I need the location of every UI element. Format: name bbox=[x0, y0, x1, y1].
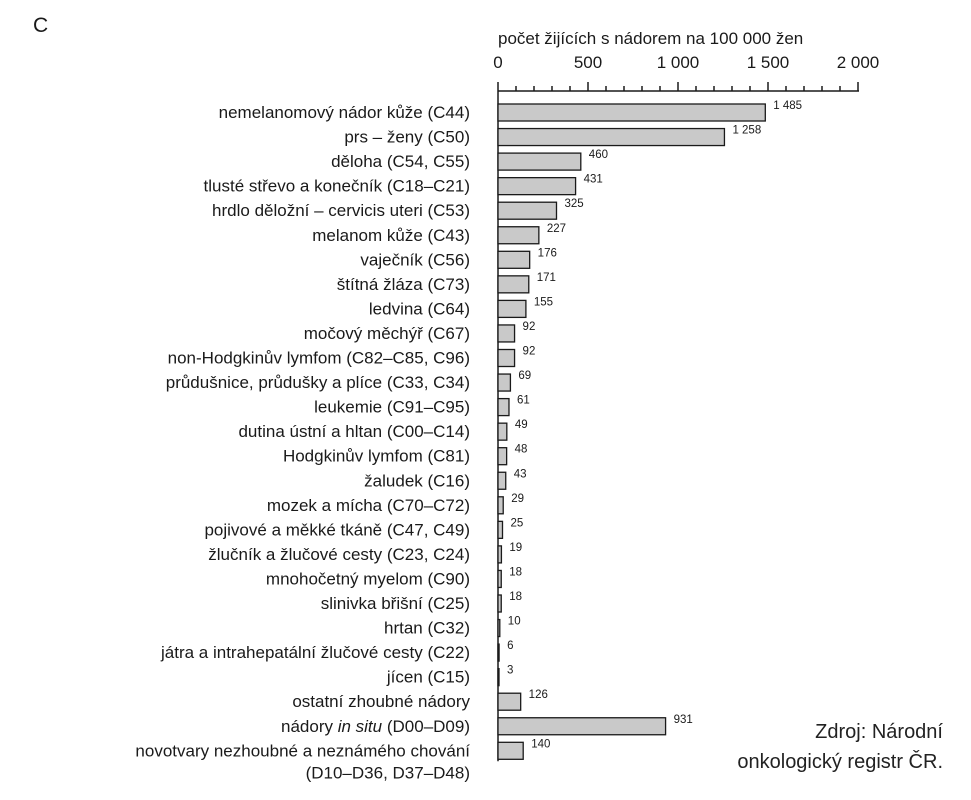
bar bbox=[497, 422, 508, 441]
bar bbox=[497, 692, 522, 711]
bar bbox=[497, 127, 726, 147]
bar bbox=[497, 324, 516, 343]
category-label: nemelanomový nádor kůže (C44) bbox=[219, 103, 470, 122]
bar bbox=[497, 668, 500, 687]
data-label: 48 bbox=[515, 444, 528, 456]
data-label: 43 bbox=[514, 468, 527, 480]
category-label: nádory in situ (D00–D09) bbox=[281, 717, 470, 736]
bar bbox=[497, 471, 507, 490]
source-line-1: Zdroj: Národní bbox=[815, 721, 943, 743]
category-label: mnohočetný myelom (C90) bbox=[266, 569, 470, 588]
data-label: 227 bbox=[547, 223, 566, 235]
data-label: 140 bbox=[531, 738, 550, 750]
category-label: prs – ženy (C50) bbox=[344, 128, 470, 147]
category-label: žaludek (C16) bbox=[364, 471, 470, 490]
data-label: 61 bbox=[517, 395, 530, 407]
category-label: hrdlo děložní – cervicis uteri (C53) bbox=[212, 201, 470, 220]
category-label: leukemie (C91–C95) bbox=[314, 398, 470, 417]
data-label: 171 bbox=[537, 272, 556, 284]
x-axis-title: počet žijících s nádorem na 100 000 žen bbox=[498, 29, 803, 48]
category-label: jícen (C15) bbox=[386, 668, 470, 687]
category-label: průdušnice, průdušky a plíce (C33, C34) bbox=[166, 373, 470, 392]
data-label: 10 bbox=[508, 616, 521, 628]
x-tick-label: 1 000 bbox=[657, 53, 700, 72]
category-label: mozek a mícha (C70–C72) bbox=[267, 496, 470, 515]
source-note: Zdroj: Národní onkologický registr ČR. bbox=[643, 717, 943, 777]
data-label: 19 bbox=[509, 542, 522, 554]
data-label: 69 bbox=[518, 370, 531, 382]
data-label: 49 bbox=[515, 419, 528, 431]
data-label: 3 bbox=[507, 665, 513, 677]
category-label: štítná žláza (C73) bbox=[337, 275, 470, 294]
source-line-2: onkologický registr ČR. bbox=[737, 751, 943, 773]
category-label: novotvary nezhoubné a neznámého chování bbox=[135, 741, 470, 760]
data-label: 931 bbox=[674, 714, 693, 726]
data-label: 18 bbox=[509, 591, 522, 603]
bar bbox=[497, 299, 527, 319]
category-label: žlučník a žlučové cesty (C23, C24) bbox=[208, 545, 470, 564]
category-label: ostatní zhoubné nádory bbox=[292, 692, 470, 711]
bar bbox=[497, 618, 501, 638]
bar bbox=[497, 226, 540, 245]
panel-letter: C bbox=[33, 14, 49, 37]
category-label: slinivka břišní (C25) bbox=[321, 594, 470, 613]
category-label: (D10–D36, D37–D48) bbox=[306, 763, 470, 782]
category-label: děloha (C54, C55) bbox=[331, 152, 470, 171]
bar bbox=[497, 275, 530, 294]
bar bbox=[497, 496, 504, 515]
bar bbox=[497, 152, 582, 171]
category-label: dutina ústní a hltan (C00–C14) bbox=[238, 422, 470, 441]
data-label: 460 bbox=[589, 149, 608, 161]
bar bbox=[497, 569, 502, 589]
category-label: hrtan (C32) bbox=[384, 619, 470, 638]
bar bbox=[497, 545, 503, 564]
data-label: 325 bbox=[565, 198, 584, 210]
bar bbox=[497, 717, 667, 736]
bar bbox=[497, 643, 500, 662]
category-label: játra a intrahepatální žlučové cesty (C2… bbox=[160, 643, 470, 662]
data-label: 92 bbox=[523, 321, 536, 333]
data-label: 1 258 bbox=[732, 125, 761, 137]
bar bbox=[497, 348, 516, 368]
category-label: tlusté střevo a konečník (C18–C21) bbox=[204, 177, 470, 196]
category-label: Hodgkinův lymfom (C81) bbox=[283, 447, 470, 466]
data-label: 1 485 bbox=[773, 100, 802, 112]
bar bbox=[497, 594, 502, 613]
bar bbox=[497, 250, 531, 269]
category-label: vaječník (C56) bbox=[360, 250, 470, 269]
data-label: 6 bbox=[507, 640, 513, 652]
x-axis: 0 500 1 000 1 500 2 000 bbox=[493, 53, 880, 762]
bar bbox=[497, 176, 577, 196]
category-label: ledvina (C64) bbox=[369, 299, 470, 318]
data-label: 25 bbox=[511, 517, 524, 529]
bar bbox=[497, 397, 510, 417]
bar bbox=[497, 447, 508, 466]
x-tick-label: 500 bbox=[574, 53, 602, 72]
data-label: 431 bbox=[584, 174, 603, 186]
category-label: močový měchýř (C67) bbox=[304, 324, 470, 343]
bar bbox=[497, 741, 524, 760]
data-label: 92 bbox=[523, 346, 536, 358]
category-label: non-Hodgkinův lymfom (C82–C85, C96) bbox=[168, 349, 470, 368]
bar bbox=[497, 373, 512, 392]
category-label: pojivové a měkké tkáně (C47, C49) bbox=[204, 520, 470, 539]
category-label: melanom kůže (C43) bbox=[312, 226, 470, 245]
bar bbox=[497, 201, 558, 220]
x-tick-label: 2 000 bbox=[837, 53, 880, 72]
data-label: 18 bbox=[509, 566, 522, 578]
data-label: 126 bbox=[529, 689, 548, 701]
data-label: 29 bbox=[511, 493, 524, 505]
bar bbox=[497, 103, 766, 122]
x-tick-label: 0 bbox=[493, 53, 502, 72]
category-labels: nemelanomový nádor kůže (C44) prs – ženy … bbox=[135, 103, 470, 782]
bar bbox=[497, 520, 504, 539]
data-label: 155 bbox=[534, 296, 553, 308]
data-label: 176 bbox=[538, 247, 557, 259]
x-tick-label: 1 500 bbox=[747, 53, 790, 72]
